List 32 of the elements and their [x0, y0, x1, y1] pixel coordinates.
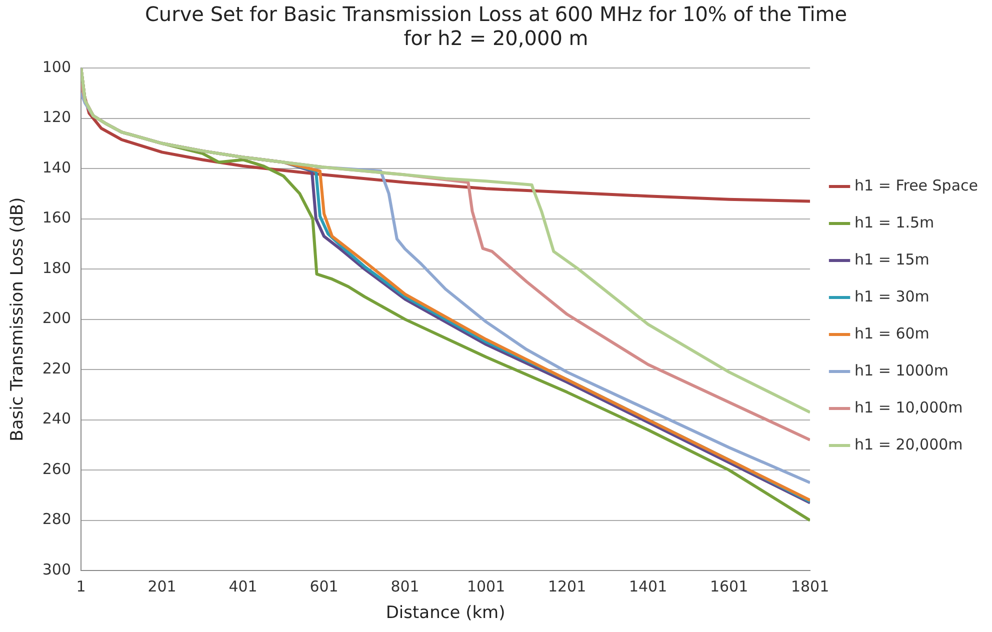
y-tick-label: 200 [42, 309, 72, 328]
x-tick-label: 1001 [466, 577, 506, 596]
legend-label: h1 = 1.5m [854, 213, 934, 232]
legend-label: h1 = 15m [854, 250, 930, 268]
y-tick-label: 300 [42, 560, 72, 578]
y-tick-label: 100 [42, 58, 72, 76]
y-tick-label: 120 [42, 108, 72, 126]
y-tick-label: 260 [42, 460, 72, 478]
x-axis-title: Distance (km) [386, 603, 506, 624]
legend-label: h1 = 10,000m [854, 398, 963, 416]
y-tick-label: 240 [42, 410, 72, 428]
chart-title: Curve Set for Basic Transmission Loss at 600 MHz for 10% of the Time for h2 = 20,000 m [144, 2, 848, 50]
x-tick-label: 401 [228, 577, 258, 596]
y-tick-label: 160 [42, 208, 72, 227]
x-tick-label: 1801 [790, 577, 830, 596]
legend-label: h1 = Free Space [854, 176, 978, 194]
legend-label: h1 = 20,000m [854, 435, 963, 454]
x-tick-label: 801 [390, 577, 420, 596]
y-tick-label: 180 [42, 258, 72, 277]
x-tick-label: 1601 [710, 577, 748, 596]
legend-label: h1 = 1000m [854, 361, 948, 380]
y-tick-label: 140 [42, 158, 72, 176]
y-axis-title: Basic Transmission Loss (dB) [8, 197, 28, 442]
x-tick-label: 1 [76, 577, 86, 596]
legend-label: h1 = 60m [854, 324, 930, 342]
x-tick-label: 201 [148, 577, 176, 596]
legend-label: h1 = 30m [854, 287, 930, 306]
y-tick-label: 220 [42, 359, 72, 378]
y-tick-label: 280 [42, 510, 72, 528]
x-tick-label: 601 [310, 577, 338, 596]
x-tick-label: 1201 [548, 577, 586, 596]
x-tick-label: 1401 [628, 577, 668, 596]
